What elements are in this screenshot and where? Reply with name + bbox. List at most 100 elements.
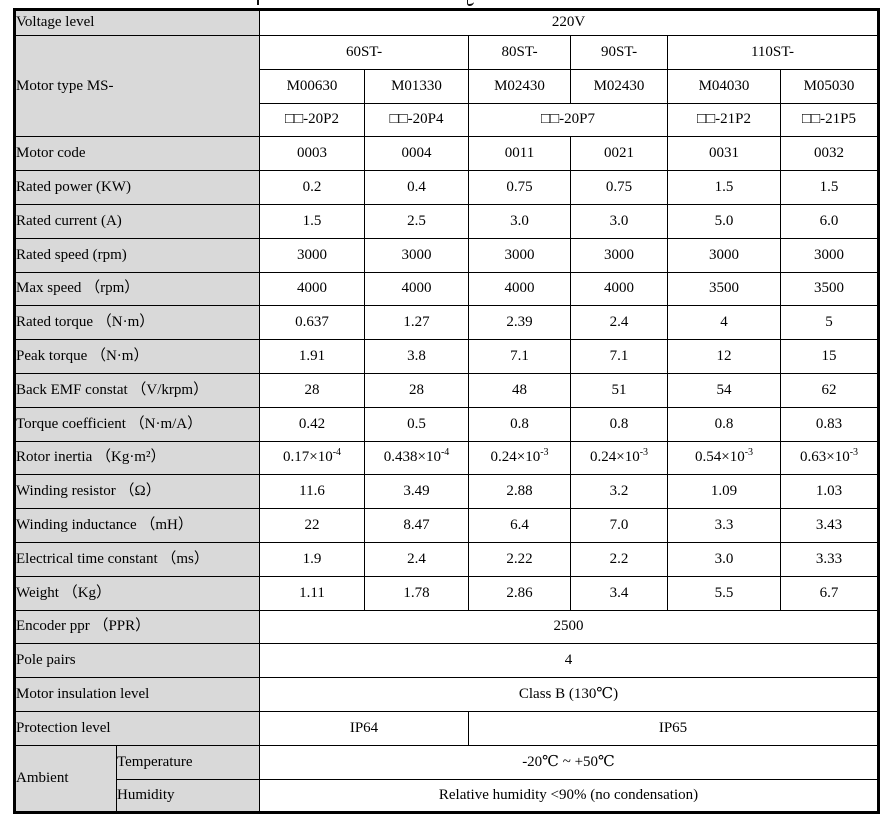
table-row: Protection level IP64 IP65 bbox=[13, 710, 880, 746]
cell-text: 1.91 bbox=[298, 347, 326, 364]
table-row: Ambient Temperature -20℃ ~ +50℃ bbox=[14, 744, 880, 814]
cell-text: 0.54×10 bbox=[694, 449, 745, 466]
cell-text: 7.0 bbox=[609, 516, 629, 533]
row-label-cell: Winding resistor （Ω） bbox=[13, 474, 261, 510]
value-cell: 4000 bbox=[468, 271, 572, 307]
column-header-cell: M02430 bbox=[570, 68, 669, 104]
cell-text: 0.438×10 bbox=[383, 449, 441, 466]
cell-text: Max speed （rpm） bbox=[16, 280, 140, 297]
cell-text: 5 bbox=[825, 314, 833, 331]
cell-text: □□-21P5 bbox=[802, 111, 856, 128]
value-cell: 1.09 bbox=[667, 474, 782, 510]
value-cell: 0.24×10-3 bbox=[468, 440, 572, 476]
value-cell: 6.0 bbox=[780, 203, 880, 239]
cell-text: 0003 bbox=[297, 145, 328, 162]
row-label-cell: Temperature bbox=[115, 744, 261, 780]
cell-text: 2.4 bbox=[407, 550, 426, 567]
column-header-cell: 110ST- bbox=[667, 35, 880, 70]
row-label-cell: Max speed （rpm） bbox=[13, 271, 261, 307]
cell-text: 0.637 bbox=[295, 314, 329, 331]
value-cell: 1.27 bbox=[364, 305, 470, 341]
cell-text: 0.75 bbox=[605, 178, 633, 195]
row-label-cell: Pole pairs bbox=[13, 643, 261, 679]
cell-text: 0.4 bbox=[407, 178, 426, 195]
cell-text: 2.39 bbox=[506, 314, 533, 331]
column-header-cell: 80ST- bbox=[468, 35, 572, 70]
column-header-cell: M04030 bbox=[667, 68, 782, 104]
value-cell: 28 bbox=[364, 372, 470, 408]
row-label-cell: Weight （Kg） bbox=[13, 575, 261, 611]
cell-text: M00630 bbox=[286, 77, 338, 94]
value-cell: 48 bbox=[468, 372, 572, 408]
cell-text: 90ST- bbox=[600, 43, 638, 60]
motor-spec-table: Voltage level 220V Motor type MS- 60ST- 80ST… bbox=[13, 8, 881, 815]
cell-text: 3.33 bbox=[815, 550, 843, 567]
row-label-cell: Motor code bbox=[13, 136, 261, 172]
column-header-cell: 220V bbox=[259, 9, 880, 36]
value-cell: Relative humidity <90% (no condensation) bbox=[259, 778, 880, 814]
cell-text: 3500 bbox=[814, 280, 845, 297]
table-row: Peak torque （N·m） 1.91 3.8 7.1 7.1 12 15 bbox=[13, 339, 880, 374]
value-cell: 5.5 bbox=[667, 575, 782, 611]
cell-text: 110ST- bbox=[750, 43, 795, 60]
cell-text: Voltage level bbox=[16, 14, 95, 31]
value-cell: 15 bbox=[780, 339, 880, 374]
cell-text: Encoder ppr （PPR） bbox=[16, 618, 151, 635]
row-label-cell: Ambient bbox=[14, 744, 117, 814]
value-cell: -20℃ ~ +50℃ bbox=[259, 744, 880, 780]
row-label-cell: Humidity bbox=[115, 778, 261, 814]
cell-text: 2500 bbox=[553, 618, 584, 635]
cell-text: 6.0 bbox=[819, 212, 839, 229]
cell-text: □□-20P2 bbox=[285, 111, 339, 128]
exponent-text: -3 bbox=[639, 447, 649, 459]
table-row: Rated speed (rpm) 3000 3000 3000 3000 3000 300… bbox=[13, 237, 880, 273]
value-cell: 5.0 bbox=[667, 203, 782, 239]
cell-text: 60ST- bbox=[345, 43, 383, 60]
cell-text: Weight （Kg） bbox=[16, 584, 112, 601]
table-row: Motor code 0003 0004 0011 0021 0031 0032 bbox=[13, 136, 880, 172]
row-label-cell: Winding inductance （mH） bbox=[13, 508, 261, 543]
table-row: Rated current (A) 1.5 2.5 3.0 3.0 5.0 6.0 bbox=[13, 203, 880, 239]
table-row: M00630 M01330 M02430 M02430 M04030 M05030 bbox=[15, 68, 880, 104]
cell-text: 0021 bbox=[604, 145, 635, 162]
value-cell: 12 bbox=[667, 339, 782, 374]
row-label-cell: Torque coefficient （N·m/A） bbox=[13, 406, 261, 442]
value-cell: 3500 bbox=[667, 271, 782, 307]
value-cell: 7.1 bbox=[468, 339, 572, 374]
exponent-text: -4 bbox=[332, 447, 342, 459]
cell-text: □□-20P7 bbox=[541, 111, 595, 128]
value-cell: 3.0 bbox=[667, 541, 782, 577]
cell-text: 0004 bbox=[401, 145, 432, 162]
row-label-cell: Motor type MS- bbox=[13, 34, 261, 138]
cell-text: 2.88 bbox=[506, 483, 533, 500]
row-label-cell: Encoder ppr （PPR） bbox=[13, 609, 261, 645]
cell-text: 0.24×10 bbox=[589, 449, 640, 466]
cell-text: Class B (130℃) bbox=[518, 685, 619, 702]
value-cell: 0.54×10-3 bbox=[667, 440, 782, 476]
cell-text: 4 bbox=[564, 652, 573, 669]
value-cell: 0021 bbox=[570, 136, 669, 172]
cell-text: 6.7 bbox=[819, 584, 839, 601]
value-cell: 0.42 bbox=[259, 406, 366, 442]
value-cell: 4000 bbox=[259, 271, 366, 307]
value-cell: 3.2 bbox=[570, 474, 669, 510]
value-cell: 3.49 bbox=[364, 474, 470, 510]
value-cell: 3.33 bbox=[780, 541, 880, 577]
value-cell: Class B (130℃) bbox=[259, 677, 880, 712]
cell-text: 3.0 bbox=[609, 212, 629, 229]
cell-text: 51 bbox=[611, 381, 627, 398]
cell-text: 0.8 bbox=[510, 415, 529, 432]
cell-text: 7.1 bbox=[510, 347, 529, 364]
cell-text: Torque coefficient （N·m/A） bbox=[16, 415, 203, 432]
value-cell: 4000 bbox=[570, 271, 669, 307]
table-row: Rotor inertia （Kg·m²） 0.17×10-4 0.438×10-4… bbox=[13, 440, 880, 476]
cell-text: 3.49 bbox=[403, 483, 430, 500]
column-header-cell: □□-20P7 bbox=[468, 102, 669, 138]
value-cell: 2.2 bbox=[570, 541, 669, 577]
cell-text: Winding inductance （mH） bbox=[16, 516, 193, 533]
value-cell: 0.75 bbox=[468, 170, 572, 205]
cell-text: 0.8 bbox=[609, 415, 629, 432]
cell-text: 4000 bbox=[604, 280, 635, 297]
value-cell: 0.5 bbox=[364, 406, 470, 442]
cell-text: Motor code bbox=[16, 145, 86, 162]
